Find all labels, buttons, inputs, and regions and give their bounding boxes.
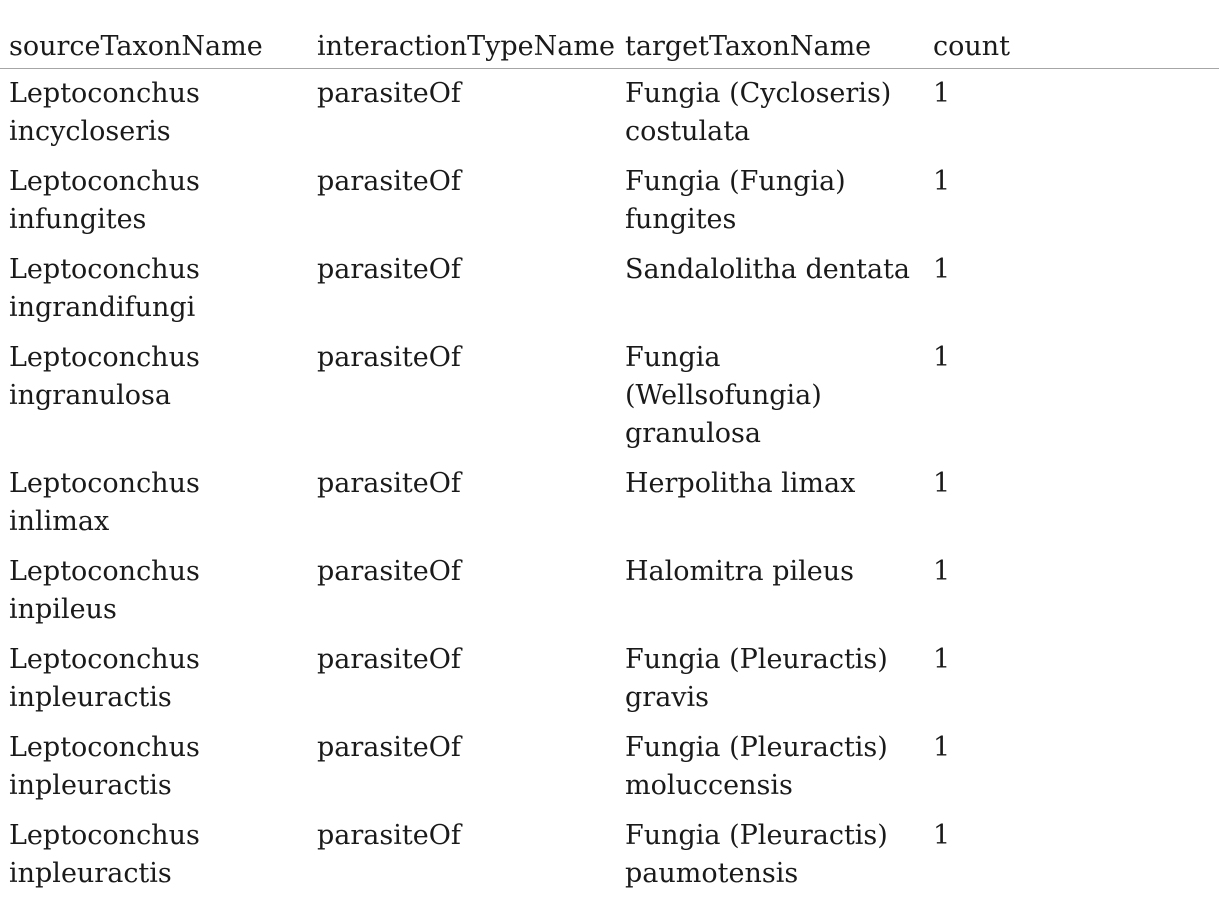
header-source-taxon-name: sourceTaxonName (0, 0, 308, 69)
cell-source-taxon: Leptoconchus infungites (9, 166, 200, 235)
header-interaction-type-name: interactionTypeName (308, 0, 616, 69)
cell-target-taxon: Fungia (Pleuractis) paumotensis (625, 820, 888, 889)
table-body: Leptoconchus incycloseris parasiteOf Fun… (0, 69, 1219, 900)
table-row: Leptoconchus ingrandifungi parasiteOf Sa… (0, 245, 1219, 333)
cell-target-taxon: Fungia (Cycloseris) costulata (625, 78, 892, 147)
table-row: Leptoconchus inpleuractis parasiteOf Fun… (0, 635, 1219, 723)
cell-interaction-type: parasiteOf (317, 342, 461, 373)
cell-interaction-type: parasiteOf (317, 166, 461, 197)
table-row: Leptoconchus incycloseris parasiteOf Fun… (0, 69, 1219, 158)
cell-count: 1 (933, 468, 951, 499)
cell-interaction-type: parasiteOf (317, 644, 461, 675)
cell-source-taxon: Leptoconchus inpleuractis (9, 820, 200, 889)
cell-count: 1 (933, 820, 951, 851)
cell-target-taxon: Fungia (Wellsofungia) granulosa (625, 342, 822, 449)
cell-source-taxon: Leptoconchus incycloseris (9, 78, 200, 147)
cell-count: 1 (933, 166, 951, 197)
cell-interaction-type: parasiteOf (317, 78, 461, 109)
cell-interaction-type: parasiteOf (317, 820, 461, 851)
cell-source-taxon: Leptoconchus inpleuractis (9, 732, 200, 801)
cell-count: 1 (933, 732, 951, 763)
cell-source-taxon: Leptoconchus ingrandifungi (9, 254, 200, 323)
table-header: sourceTaxonName interactionTypeName targ… (0, 0, 1219, 69)
table-row: Leptoconchus inlimax parasiteOf Herpolit… (0, 459, 1219, 547)
header-count: count (924, 0, 1219, 69)
cell-target-taxon: Halomitra pileus (625, 556, 854, 587)
header-target-taxon-name: targetTaxonName (616, 0, 924, 69)
cell-interaction-type: parasiteOf (317, 254, 461, 285)
cell-count: 1 (933, 342, 951, 373)
cell-target-taxon: Herpolitha limax (625, 468, 856, 499)
cell-interaction-type: parasiteOf (317, 732, 461, 763)
cell-source-taxon: Leptoconchus inpileus (9, 556, 200, 625)
cell-count: 1 (933, 644, 951, 675)
table-row: Leptoconchus inpileus parasiteOf Halomit… (0, 547, 1219, 635)
table-row: Leptoconchus ingranulosa parasiteOf Fung… (0, 333, 1219, 459)
cell-target-taxon: Fungia (Pleuractis) moluccensis (625, 732, 888, 801)
cell-source-taxon: Leptoconchus inpleuractis (9, 644, 200, 713)
cell-interaction-type: parasiteOf (317, 556, 461, 587)
cell-source-taxon: Leptoconchus inlimax (9, 468, 200, 537)
cell-interaction-type: parasiteOf (317, 468, 461, 499)
table-row: Leptoconchus inpleuractis parasiteOf Fun… (0, 811, 1219, 899)
cell-source-taxon: Leptoconchus ingranulosa (9, 342, 200, 411)
table-row: Leptoconchus inpleuractis parasiteOf Fun… (0, 723, 1219, 811)
table-row: Leptoconchus infungites parasiteOf Fungi… (0, 157, 1219, 245)
cell-count: 1 (933, 254, 951, 285)
cell-target-taxon: Fungia (Pleuractis) gravis (625, 644, 888, 713)
cell-count: 1 (933, 78, 951, 109)
header-row: sourceTaxonName interactionTypeName targ… (0, 0, 1219, 69)
cell-target-taxon: Fungia (Fungia) fungites (625, 166, 846, 235)
cell-count: 1 (933, 556, 951, 587)
cell-target-taxon: Sandalolitha dentata (625, 254, 910, 285)
